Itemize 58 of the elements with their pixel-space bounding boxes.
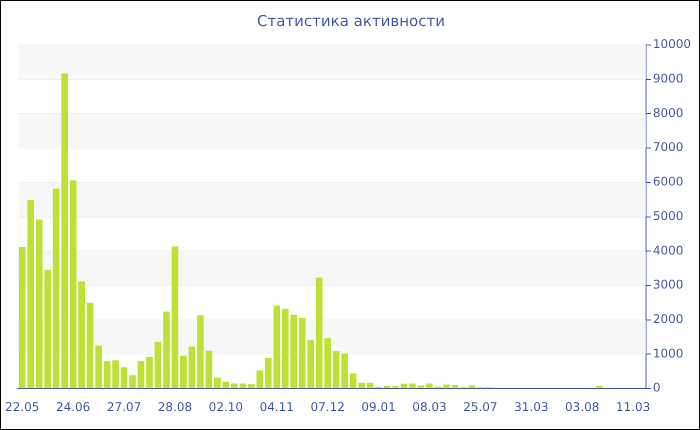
y-tick-label: 9000 xyxy=(652,71,684,86)
bar xyxy=(44,270,51,388)
bar xyxy=(36,220,43,388)
bar xyxy=(18,247,26,388)
bar xyxy=(86,302,94,388)
bar xyxy=(248,384,255,388)
bar xyxy=(366,382,374,388)
y-tick-label: 3000 xyxy=(652,278,684,292)
x-tick-label: 09.01 xyxy=(361,400,396,414)
bar xyxy=(298,318,306,388)
bar xyxy=(188,346,196,388)
bar xyxy=(95,346,102,388)
bar xyxy=(316,278,322,388)
bar xyxy=(231,383,238,388)
x-tick-label: 25.07 xyxy=(463,400,498,414)
x-tick-label: 07.12 xyxy=(310,400,345,414)
bar xyxy=(197,315,204,388)
bar xyxy=(282,308,289,388)
y-tick-label: 2000 xyxy=(652,312,684,326)
y-tick-label: 8000 xyxy=(652,106,684,120)
y-tick-label: 1000 xyxy=(652,346,684,360)
bar xyxy=(52,188,60,388)
y-tick-label: 7000 xyxy=(652,140,684,154)
bar xyxy=(78,281,85,388)
x-tick-label: 11.03 xyxy=(616,400,650,414)
bar xyxy=(273,305,280,388)
bar xyxy=(468,386,476,388)
bar xyxy=(206,350,212,388)
bar xyxy=(350,373,356,388)
y-tick-label: 4000 xyxy=(652,243,684,258)
x-tick-label: 03.08 xyxy=(565,400,600,414)
bar xyxy=(222,382,230,388)
x-tick-label: 04.11 xyxy=(260,400,294,414)
y-tick-label: 10000 xyxy=(652,37,692,52)
x-tick-label: 31.03 xyxy=(514,400,548,414)
x-tick-label: 24.06 xyxy=(56,400,90,414)
y-tick-label: 0 xyxy=(652,380,660,395)
bar xyxy=(256,370,264,388)
chart-title: Статистика активности xyxy=(257,12,445,30)
x-tick-label: 27.07 xyxy=(106,400,142,414)
bar xyxy=(307,340,314,388)
bar xyxy=(214,378,221,388)
x-tick-label: 02.10 xyxy=(208,400,244,414)
bar xyxy=(332,351,340,388)
y-tick-label: 5000 xyxy=(652,208,684,223)
x-tick-label: 08.03 xyxy=(412,400,447,414)
bar xyxy=(264,358,272,388)
bar xyxy=(290,314,298,388)
bar xyxy=(61,74,68,388)
bar xyxy=(27,200,34,388)
x-tick-label: 28.08 xyxy=(158,400,192,414)
bar xyxy=(341,354,348,388)
bar xyxy=(70,180,76,388)
y-tick-label: 6000 xyxy=(652,174,684,189)
bar xyxy=(324,338,331,388)
bar xyxy=(358,382,365,388)
x-tick-label: 22.05 xyxy=(5,400,40,414)
bar xyxy=(240,383,246,388)
